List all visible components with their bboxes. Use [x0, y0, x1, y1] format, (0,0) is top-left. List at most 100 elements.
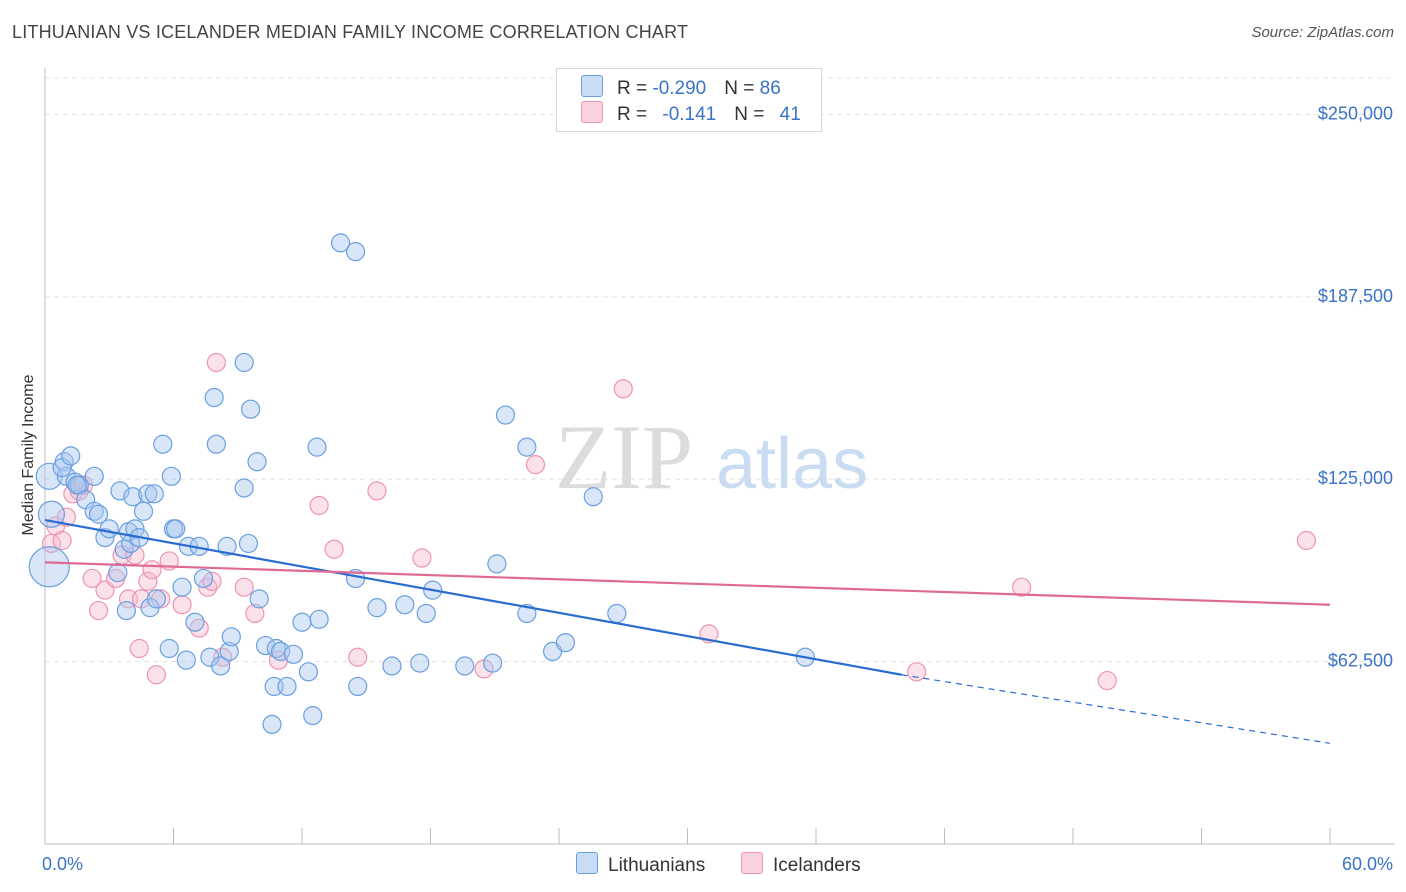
icelander-point [324, 539, 344, 559]
lithuanian-point [395, 595, 415, 615]
icelander-point [88, 600, 109, 621]
legend-item-icelanders: Icelanders [741, 852, 861, 877]
legend-swatch-lithuanians [576, 852, 598, 874]
lithuanian-point [95, 527, 115, 548]
lithuanian-point [307, 437, 327, 457]
icelander-point [245, 603, 265, 624]
icelander-point [309, 495, 329, 516]
lithuanian-point [247, 452, 267, 472]
legend-swatch-icelanders [741, 852, 763, 874]
lithuanian-point [153, 434, 173, 454]
lithuanians-points [28, 233, 815, 734]
r-value-icelanders: -0.141 [662, 104, 717, 125]
lithuanian-point [238, 533, 259, 554]
x-tick-label: 60.0% [1342, 854, 1393, 874]
correlation-legend: R = -0.290 N = 86 R = -0.141 N = 41 [556, 68, 822, 132]
lithuanian-point [607, 603, 627, 624]
lithuanian-point [67, 475, 87, 495]
icelander-point [367, 481, 387, 501]
icelanders-trend-line [44, 561, 1331, 606]
series-legend: Lithuanians Icelanders [0, 852, 1406, 878]
x-tick-label: 0.0% [42, 854, 83, 874]
lithuanian-point [298, 662, 319, 682]
watermark: ZIP atlas [555, 406, 868, 508]
icelander-point [1011, 577, 1032, 597]
lithuanian-point [176, 650, 196, 670]
lithuanian-point [292, 612, 312, 632]
icelander-point [412, 548, 432, 568]
icelanders-points [41, 352, 1317, 691]
lithuanian-point [116, 600, 136, 621]
legend-row-icelanders: R = -0.141 N = 41 [581, 101, 801, 127]
icelander-point [1097, 670, 1117, 691]
y-tick-labels: $62,500 $125,000 $187,500 $250,000 [1318, 103, 1393, 670]
lithuanian-point [133, 501, 154, 521]
lithuanian-point [108, 563, 128, 583]
lithuanian-point [84, 466, 104, 486]
watermark-atlas: atlas [716, 424, 868, 504]
lithuanian-point [61, 446, 81, 466]
lithuanian-point [367, 598, 387, 618]
lithuanian-point [330, 233, 351, 253]
watermark-zip: ZIP [555, 406, 693, 508]
lithuanian-point [204, 387, 224, 408]
lithuanians-trend-line [44, 519, 902, 676]
y-tick-label: $187,500 [1318, 286, 1393, 306]
axes [44, 68, 1395, 845]
lithuanian-point [583, 487, 603, 507]
lithuanian-point [517, 437, 537, 457]
lithuanian-point [88, 504, 109, 524]
lithuanian-point [348, 676, 368, 697]
lithuanian-point [146, 589, 166, 609]
icelander-point [907, 662, 927, 682]
y-tick-label: $250,000 [1318, 103, 1393, 123]
legend-swatch-blue [581, 75, 603, 97]
lithuanian-point [193, 568, 214, 589]
legend-row-lithuanians: R = -0.290 N = 86 [581, 75, 781, 101]
lithuanian-point [144, 484, 164, 504]
n-value-icelanders: 41 [779, 104, 801, 125]
lithuanian-point [345, 242, 366, 262]
lithuanian-point [234, 478, 254, 498]
lithuanian-point [217, 536, 237, 556]
lithuanian-point [221, 627, 241, 647]
lithuanian-point [172, 577, 192, 597]
legend-item-lithuanians: Lithuanians [576, 852, 705, 877]
icelander-point [142, 560, 162, 580]
y-tick-label: $125,000 [1318, 468, 1393, 488]
lithuanian-point [483, 653, 503, 673]
y-axis-title: Median Family Income [20, 374, 37, 535]
icelander-point [1296, 530, 1317, 551]
lithuanian-point [410, 653, 430, 673]
lithuanian-point [99, 519, 119, 539]
chart-source: Source: ZipAtlas.com [1251, 24, 1394, 41]
lithuanians-trend-extension [901, 674, 1331, 744]
trend-lines [44, 519, 1331, 744]
lithuanian-point [125, 519, 145, 539]
lithuanian-point [416, 603, 436, 624]
lithuanian-point [234, 352, 254, 373]
icelander-point [52, 530, 72, 551]
icelander-point [613, 379, 633, 399]
legend-swatch-pink [581, 101, 603, 123]
lithuanian-point [303, 706, 323, 726]
lithuanian-point [211, 656, 231, 676]
lithuanian-point [219, 641, 239, 662]
lithuanian-point [28, 546, 70, 588]
lithuanian-point [255, 635, 276, 656]
lithuanian-point [206, 434, 226, 454]
lithuanian-point [161, 466, 181, 486]
lithuanian-point [185, 612, 205, 632]
lithuanian-point [382, 656, 402, 676]
icelander-point [172, 595, 192, 615]
lithuanian-point [555, 633, 576, 653]
y-tick-label: $62,500 [1328, 651, 1393, 671]
n-value-lithuanians: 86 [759, 78, 781, 99]
lithuanian-point [487, 554, 507, 574]
lithuanian-point [309, 609, 329, 629]
chart-title: LITHUANIAN VS ICELANDER MEDIAN FAMILY IN… [12, 22, 689, 42]
lithuanian-point [455, 656, 475, 676]
lithuanian-point [159, 638, 179, 659]
icelander-point [82, 568, 102, 589]
